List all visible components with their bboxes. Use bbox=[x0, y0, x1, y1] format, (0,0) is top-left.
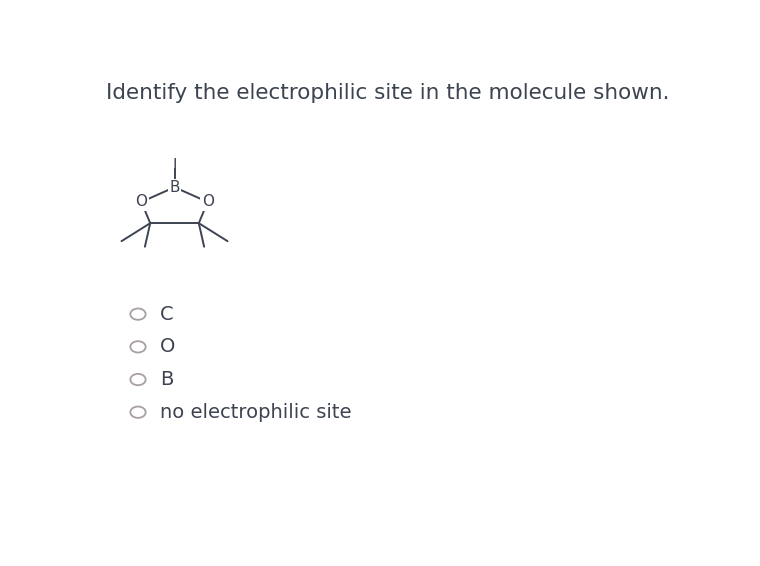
Text: B: B bbox=[169, 180, 180, 195]
Text: B: B bbox=[160, 370, 173, 389]
Text: no electrophilic site: no electrophilic site bbox=[160, 403, 351, 422]
Text: I: I bbox=[173, 158, 177, 174]
Text: O: O bbox=[135, 195, 147, 209]
Text: O: O bbox=[201, 195, 214, 209]
Text: O: O bbox=[160, 337, 175, 357]
Text: Identify the electrophilic site in the molecule shown.: Identify the electrophilic site in the m… bbox=[106, 83, 669, 103]
Text: C: C bbox=[160, 305, 173, 324]
